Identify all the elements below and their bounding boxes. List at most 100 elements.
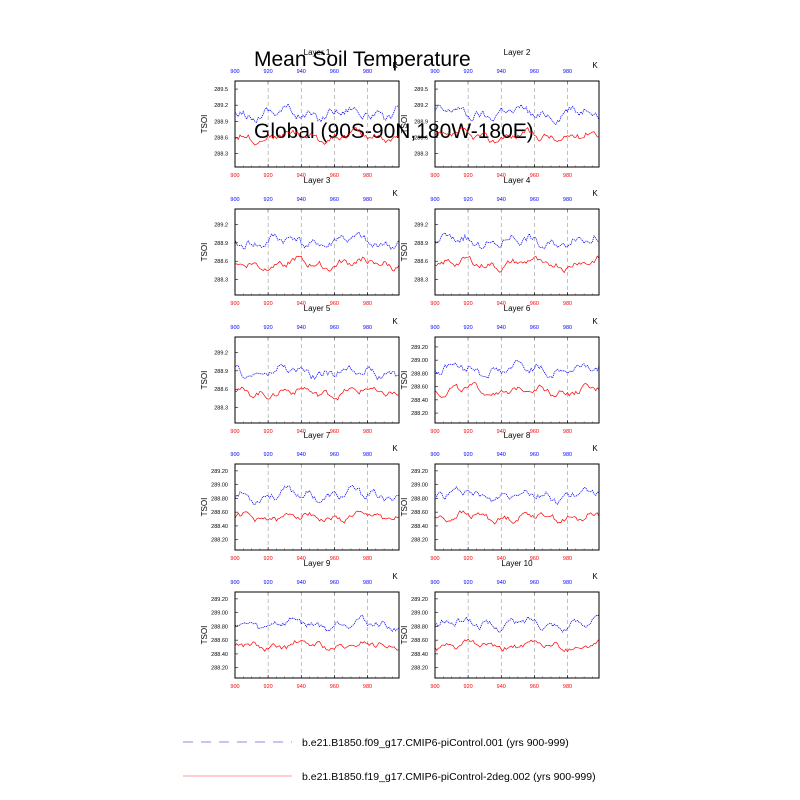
y-tick-label: 289.20 [211,597,228,603]
y-tick-label: 288.80 [411,624,428,630]
plot-frame [234,591,400,679]
series-line-blue [434,486,600,505]
x-tick-label: 900 [430,684,439,690]
panel-title: Layer 4 [504,176,531,185]
y-tick-label: 288.9 [214,369,228,375]
x-tick-label: 920 [464,173,473,179]
chart-legend: b.e21.B1850.f09_g17.CMIP6-piControl.001 … [183,737,596,783]
units-label: K [392,444,398,453]
y-tick-label: 288.60 [411,510,428,516]
top-tick-label: 960 [330,197,339,203]
y-axis-label: TSOI [400,626,409,645]
x-tick-label: 980 [363,556,372,562]
top-tick-label: 900 [430,580,439,586]
x-tick-label: 920 [464,429,473,435]
y-tick-label: 288.20 [411,666,428,672]
y-axis-label: TSOI [400,243,409,262]
y-tick-label: 288.20 [411,411,428,417]
y-tick-label: 289.2 [214,103,228,109]
x-tick-label: 920 [264,173,273,179]
top-tick-label: 900 [430,197,439,203]
x-tick-label: 900 [230,301,239,307]
x-tick-label: 980 [363,429,372,435]
series-line-blue [234,614,400,633]
top-tick-label: 940 [497,452,506,458]
top-tick-label: 900 [230,197,239,203]
y-axis-label: TSOI [400,371,409,390]
units-label: K [392,61,398,70]
top-tick-label: 920 [264,69,273,75]
y-tick-label: 288.60 [411,385,428,391]
y-tick-label: 288.40 [411,524,428,530]
x-tick-label: 940 [297,684,306,690]
top-tick-label: 900 [230,69,239,75]
y-tick-label: 288.9 [214,119,228,125]
x-tick-label: 920 [264,556,273,562]
y-axis-label: TSOI [200,626,209,645]
series-line-red [234,510,400,524]
plot-frame [234,336,400,424]
top-tick-label: 980 [563,197,572,203]
y-tick-label: 288.9 [214,241,228,247]
top-tick-label: 980 [363,197,372,203]
x-tick-label: 980 [363,684,372,690]
units-label: K [592,189,598,198]
y-tick-label: 289.00 [411,358,428,364]
top-tick-label: 900 [230,325,239,331]
units-label: K [592,444,598,453]
y-tick-label: 288.3 [414,152,428,158]
series-line-blue [434,614,600,633]
x-tick-label: 940 [497,173,506,179]
y-tick-label: 288.80 [411,371,428,377]
series-line-blue [234,231,400,250]
top-tick-label: 980 [363,580,372,586]
y-tick-label: 288.6 [414,135,428,141]
top-tick-label: 960 [530,452,539,458]
top-tick-label: 940 [297,325,306,331]
top-tick-label: 920 [464,452,473,458]
top-tick-label: 920 [464,325,473,331]
x-tick-label: 900 [430,173,439,179]
x-tick-label: 980 [563,556,572,562]
top-tick-label: 900 [430,325,439,331]
series-line-blue [434,232,600,250]
series-line-blue [234,363,400,381]
units-label: K [392,317,398,326]
legend-label: b.e21.B1850.f09_g17.CMIP6-piControl.001 … [302,737,569,749]
series-line-blue [434,103,600,126]
panel-title: Layer 5 [304,304,331,313]
y-tick-label: 288.6 [214,387,228,393]
top-tick-label: 960 [530,197,539,203]
series-line-red [234,127,400,146]
chart-title-line-2: Global (90S-90N,180W-180E) [254,120,534,143]
y-tick-label: 288.20 [211,666,228,672]
top-tick-label: 900 [230,580,239,586]
y-axis-label: TSOI [200,243,209,262]
top-tick-label: 920 [264,197,273,203]
x-tick-label: 980 [563,173,572,179]
panel-title: Layer 9 [304,559,331,568]
y-tick-label: 288.60 [211,638,228,644]
y-tick-label: 288.80 [211,624,228,630]
top-tick-label: 960 [330,580,339,586]
top-tick-label: 920 [464,69,473,75]
x-tick-label: 940 [497,684,506,690]
x-tick-label: 900 [430,556,439,562]
x-tick-label: 960 [530,429,539,435]
x-tick-label: 900 [230,684,239,690]
top-tick-label: 920 [464,197,473,203]
y-tick-label: 288.6 [214,259,228,265]
y-tick-label: 289.2 [214,350,228,356]
units-label: K [392,189,398,198]
y-tick-label: 288.3 [214,152,228,158]
x-tick-label: 920 [264,301,273,307]
y-tick-label: 289.20 [211,469,228,475]
y-axis-label: TSOI [200,115,209,134]
y-tick-label: 288.20 [411,538,428,544]
units-label: K [592,572,598,581]
y-tick-label: 289.00 [211,483,228,489]
x-tick-label: 900 [430,301,439,307]
series-line-red [434,510,600,525]
top-tick-label: 980 [563,580,572,586]
y-tick-label: 288.20 [211,538,228,544]
